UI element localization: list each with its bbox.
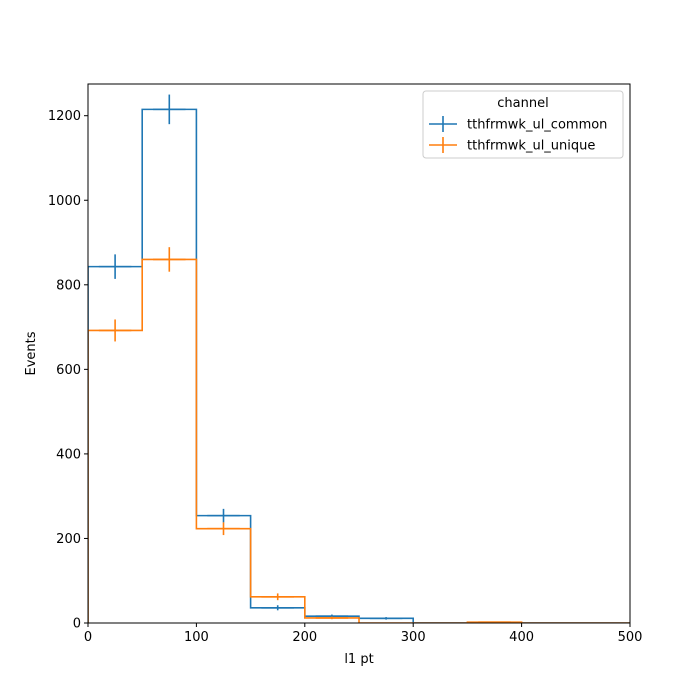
legend-title: channel (497, 96, 548, 111)
legend-label: tthfrmwk_ul_common (467, 118, 607, 133)
y-tick-label: 0 (73, 617, 81, 632)
series-1-errorbar (98, 254, 132, 279)
series-2-errorbar (207, 522, 240, 536)
series-2-errorbar (315, 616, 349, 620)
series-1-errorbar (369, 617, 403, 620)
y-tick-label: 600 (56, 363, 81, 378)
series-2-errorbar (261, 593, 294, 601)
x-tick-label: 500 (618, 630, 643, 645)
series-group (88, 94, 630, 623)
x-axis-label: l1 pt (344, 652, 373, 667)
y-tick-label: 800 (56, 278, 81, 293)
series-2-errorbar (98, 319, 132, 342)
y-tick-label: 400 (56, 447, 81, 462)
series-2-errorbar (153, 247, 186, 272)
series-1-step-line (88, 108, 630, 623)
series-2-errorbar (478, 621, 511, 623)
legend-entry-1: tthfrmwk_ul_common (429, 116, 607, 133)
series-1-errorbar (261, 605, 294, 611)
y-tick-label: 1200 (48, 109, 81, 124)
legend-box (422, 90, 624, 159)
x-tick-label: 200 (292, 630, 317, 645)
y-tick-label: 200 (56, 532, 81, 547)
x-tick-label: 100 (184, 630, 209, 645)
x-tick-label: 300 (401, 630, 426, 645)
y-axis-label: Events (24, 331, 39, 375)
series-1-errorbar (153, 94, 186, 125)
y-tick-label: 1000 (48, 194, 81, 209)
series-2-step-line (88, 258, 630, 623)
x-tick-label: 0 (84, 630, 92, 645)
legend-label: tthfrmwk_ul_unique (467, 139, 595, 154)
plot-area (88, 94, 630, 623)
legend-entry-2: tthfrmwk_ul_unique (429, 137, 595, 154)
axes: 0 100 200 300 400 500 0 200 400 600 800 1000 1200 (48, 83, 643, 645)
axes-frame (87, 83, 631, 624)
x-tick-label: 400 (509, 630, 534, 645)
series-1-errorbar (207, 508, 240, 523)
legend: channel tthfrmwk_ul_common tthfrmwk_ul_uni… (422, 90, 624, 159)
